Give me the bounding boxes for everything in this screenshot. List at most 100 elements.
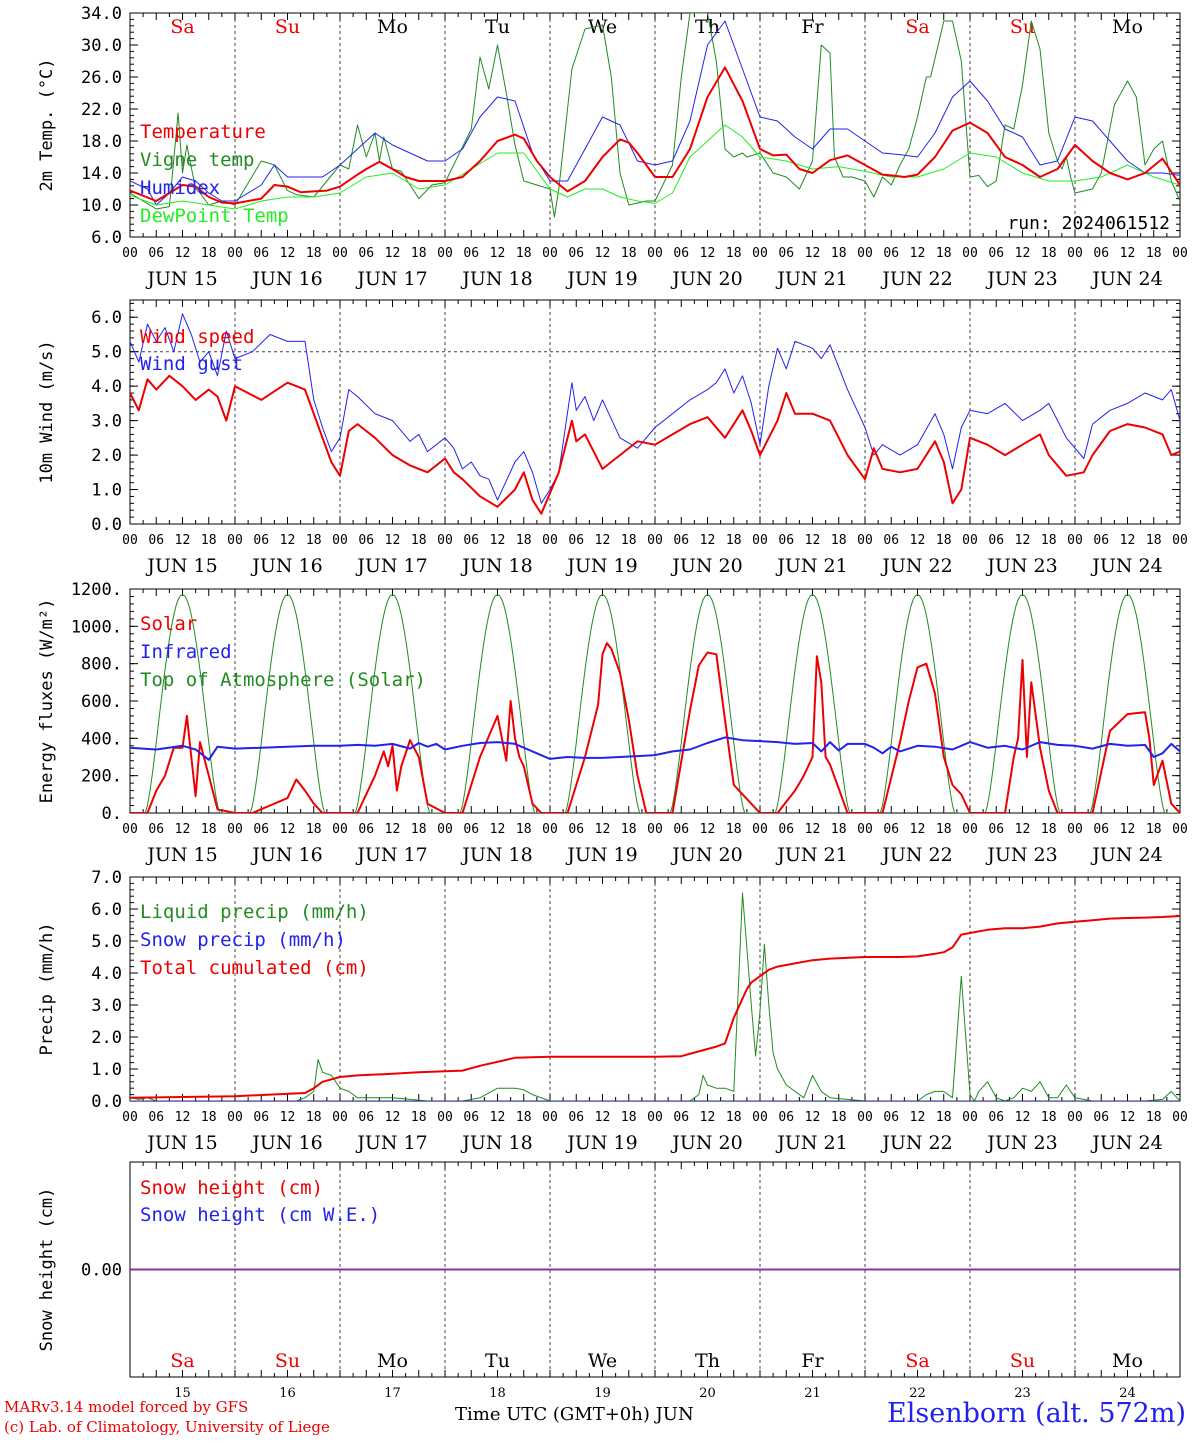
hour-tick-label: 00: [1067, 822, 1083, 837]
hour-tick-label: 12: [595, 246, 611, 261]
hour-tick-label: 12: [175, 822, 191, 837]
hour-tick-label: 18: [621, 822, 637, 837]
hour-tick-label: 00: [542, 246, 558, 261]
hour-tick-label: 12: [700, 246, 716, 261]
hour-tick-label: 12: [385, 822, 401, 837]
hour-tick-label: 00: [1067, 246, 1083, 261]
date-label: JUN 16: [250, 555, 322, 577]
date-label: JUN 23: [985, 268, 1057, 290]
panel-2: 0.0 1.0 2.0 3.0 4.0 5.0 6.0 10m Wind (m/s) 00 06 1…: [37, 299, 1188, 577]
hour-tick-label: 12: [595, 1110, 611, 1125]
hour-tick-label: 06: [463, 246, 479, 261]
date-label: JUN 24: [1090, 844, 1162, 866]
hour-tick-label: 18: [1146, 1110, 1162, 1125]
hour-tick-label: 06: [988, 246, 1004, 261]
panel-1: 6.0 10.0 14.0 18.0 22.0 26.0 30.0 34.0 2m Temp. …: [37, 4, 1188, 290]
y-tick-label: 7.0: [91, 868, 122, 888]
hour-tick-label: 06: [778, 1110, 794, 1125]
hour-tick-label: 00: [1067, 533, 1083, 548]
hour-tick-label: 12: [385, 1110, 401, 1125]
series-liquid-precip-mm-h: [130, 892, 1180, 1101]
day-number: 17: [384, 1386, 401, 1401]
day-name: Mo: [1112, 16, 1143, 38]
legend-entry: Temperature: [140, 121, 266, 143]
hour-tick-label: 18: [936, 533, 952, 548]
hour-tick-label: 06: [673, 1110, 689, 1125]
hour-tick-label: 00: [122, 533, 138, 548]
day-name: Tu: [485, 1350, 510, 1372]
series-total-cumulated-cm: [130, 915, 1180, 1099]
hour-tick-label: 06: [778, 533, 794, 548]
hour-tick-label: 18: [726, 533, 742, 548]
hour-tick-label: 00: [962, 533, 978, 548]
hour-tick-label: 12: [1120, 533, 1136, 548]
legend-entry: Snow precip (mm/h): [140, 929, 346, 951]
hour-tick-label: 06: [988, 1110, 1004, 1125]
hour-tick-label: 00: [227, 822, 243, 837]
hour-tick-label: 12: [805, 533, 821, 548]
hour-tick-label: 12: [1120, 1110, 1136, 1125]
hour-tick-label: 06: [463, 822, 479, 837]
hour-tick-label: 06: [148, 533, 164, 548]
hour-tick-label: 06: [778, 246, 794, 261]
hour-tick-label: 18: [1041, 1110, 1057, 1125]
y-tick-label: 26.0: [81, 68, 122, 88]
y-tick-label: 3.0: [91, 412, 122, 432]
hour-tick-label: 18: [1146, 533, 1162, 548]
date-label: JUN 20: [670, 268, 742, 290]
hour-tick-label: 18: [1041, 822, 1057, 837]
plot-frame: [129, 299, 1181, 525]
day-name: Sa: [905, 16, 929, 38]
hour-tick-label: 18: [201, 246, 217, 261]
hour-tick-label: 06: [883, 822, 899, 837]
x-axis-title: Time UTC (GMT+0h) JUN: [455, 1404, 694, 1425]
y-axis-label: Energy fluxes (W/m²): [37, 599, 57, 804]
hour-tick-label: 18: [306, 822, 322, 837]
hour-tick-label: 12: [385, 246, 401, 261]
legend-entry: Vigne temp: [140, 149, 254, 171]
hour-tick-label: 18: [936, 246, 952, 261]
date-label: JUN 22: [880, 1132, 952, 1154]
hour-tick-label: 06: [883, 246, 899, 261]
hour-tick-label: 12: [805, 822, 821, 837]
hour-tick-label: 18: [1146, 246, 1162, 261]
hour-tick-label: 06: [988, 533, 1004, 548]
hour-tick-label: 18: [411, 822, 427, 837]
hour-tick-label: 06: [1093, 822, 1109, 837]
lab-credit: (c) Lab. of Climatology, University of L…: [4, 1418, 330, 1436]
hour-tick-label: 18: [831, 822, 847, 837]
hour-tick-label: 06: [988, 822, 1004, 837]
hour-tick-label: 18: [831, 1110, 847, 1125]
date-label: JUN 21: [775, 268, 847, 290]
plot-frame: [129, 588, 1181, 814]
day-number: 21: [804, 1386, 821, 1401]
hour-tick-label: 00: [647, 1110, 663, 1125]
day-name: Su: [275, 1350, 300, 1372]
date-label: JUN 16: [250, 1132, 322, 1154]
y-tick-label: 1.0: [91, 1060, 122, 1080]
y-tick-label: 0.00: [81, 1261, 122, 1281]
hour-tick-label: 00: [857, 1110, 873, 1125]
hour-tick-label: 06: [253, 246, 269, 261]
hour-tick-label: 06: [358, 1110, 374, 1125]
y-tick-label: 3.0: [91, 996, 122, 1016]
legend-entry: Top of Atmosphere (Solar): [140, 669, 426, 691]
hour-tick-label: 18: [831, 246, 847, 261]
y-tick-label: 1000.: [71, 617, 122, 637]
date-label: JUN 17: [355, 268, 427, 290]
hour-tick-label: 12: [1015, 1110, 1031, 1125]
hour-tick-label: 12: [490, 533, 506, 548]
hour-tick-label: 00: [542, 533, 558, 548]
day-name: Fr: [801, 1350, 824, 1372]
date-label: JUN 18: [460, 844, 532, 866]
hour-tick-label: 18: [306, 533, 322, 548]
hour-tick-label: 00: [857, 533, 873, 548]
hour-tick-label: 00: [542, 1110, 558, 1125]
hour-tick-label: 18: [516, 822, 532, 837]
hour-tick-label: 00: [437, 246, 453, 261]
date-label: JUN 24: [1090, 555, 1162, 577]
date-label: JUN 22: [880, 844, 952, 866]
series-humidex: [130, 20, 1180, 206]
hour-tick-label: 12: [805, 1110, 821, 1125]
hour-tick-label: 18: [411, 533, 427, 548]
